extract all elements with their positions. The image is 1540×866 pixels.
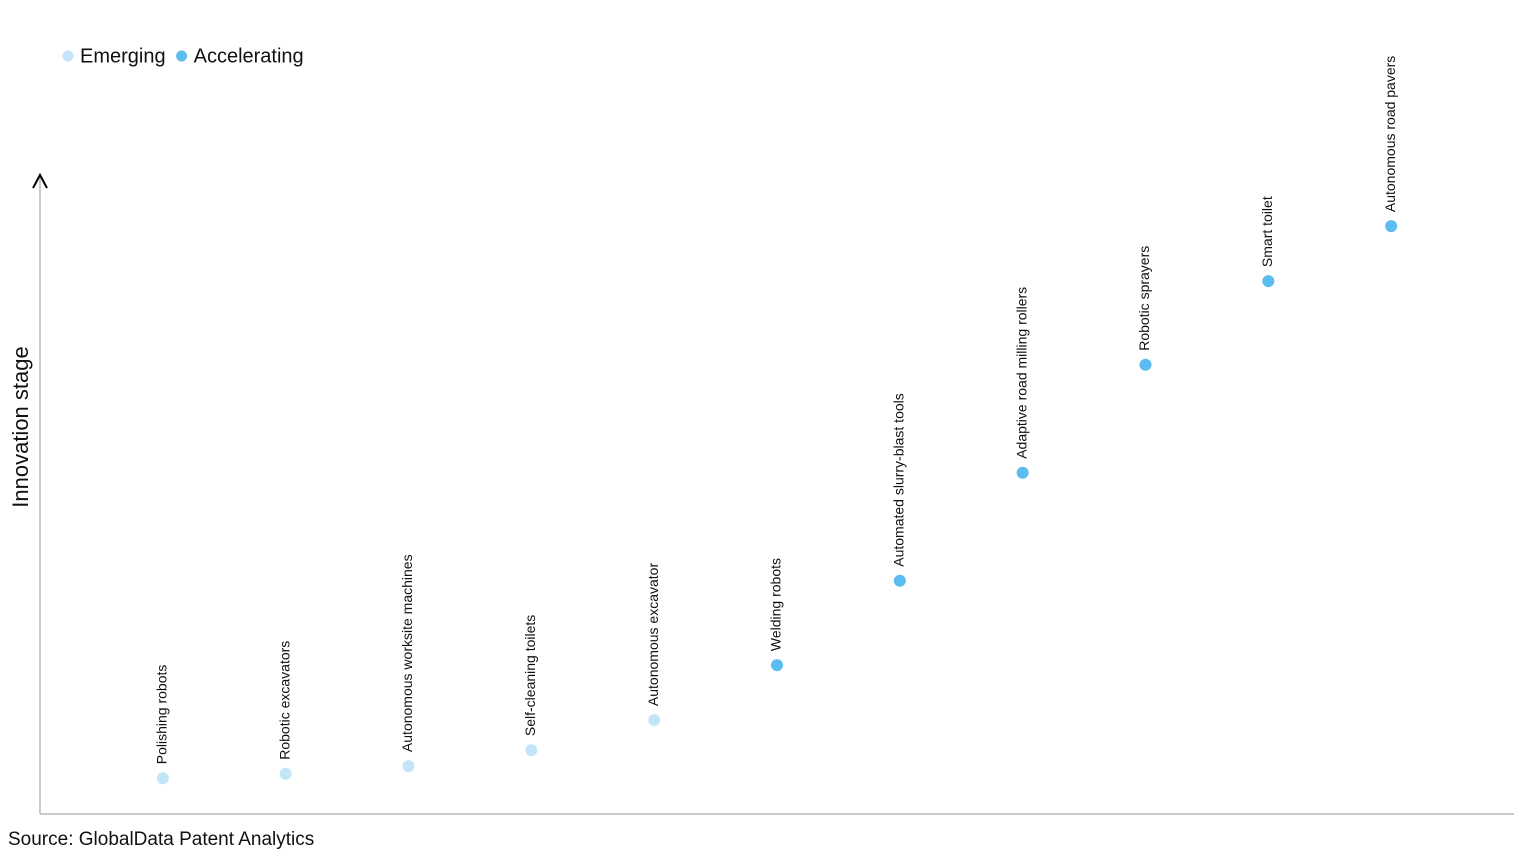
point bbox=[771, 659, 783, 672]
point bbox=[1139, 358, 1152, 371]
legend-marker bbox=[62, 50, 74, 62]
point-label: Adaptive road milling rollers bbox=[1013, 287, 1029, 459]
legend-label: Emerging bbox=[80, 45, 166, 67]
point-label: Polishing robots bbox=[154, 665, 170, 765]
point bbox=[648, 714, 661, 727]
point-label: Automated slurry-blast tools bbox=[891, 393, 907, 567]
legend-marker bbox=[176, 50, 188, 62]
point bbox=[1385, 220, 1398, 233]
point-label: Robotic excavators bbox=[276, 641, 292, 760]
source: Source: GlobalData Patent Analytics bbox=[8, 829, 314, 850]
y-axis-label: Innovation stage bbox=[8, 346, 33, 507]
point bbox=[893, 574, 906, 587]
point bbox=[1016, 466, 1029, 479]
point bbox=[1262, 275, 1275, 288]
point bbox=[525, 744, 538, 757]
axis-arrow bbox=[32, 172, 48, 189]
point-label: Welding robots bbox=[768, 558, 784, 651]
point-label: Autonomous road pavers bbox=[1382, 56, 1398, 212]
legend-label: Accelerating bbox=[194, 45, 304, 67]
point-label: Self-cleaning toilets bbox=[522, 615, 538, 736]
point bbox=[279, 767, 292, 780]
point-label: Autonomous excavator bbox=[645, 563, 661, 707]
point bbox=[156, 772, 169, 785]
point-label: Smart toilet bbox=[1259, 196, 1275, 267]
point-label: Autonomous worksite machines bbox=[399, 554, 415, 752]
point bbox=[402, 760, 415, 773]
point-label: Robotic sprayers bbox=[1136, 246, 1152, 351]
